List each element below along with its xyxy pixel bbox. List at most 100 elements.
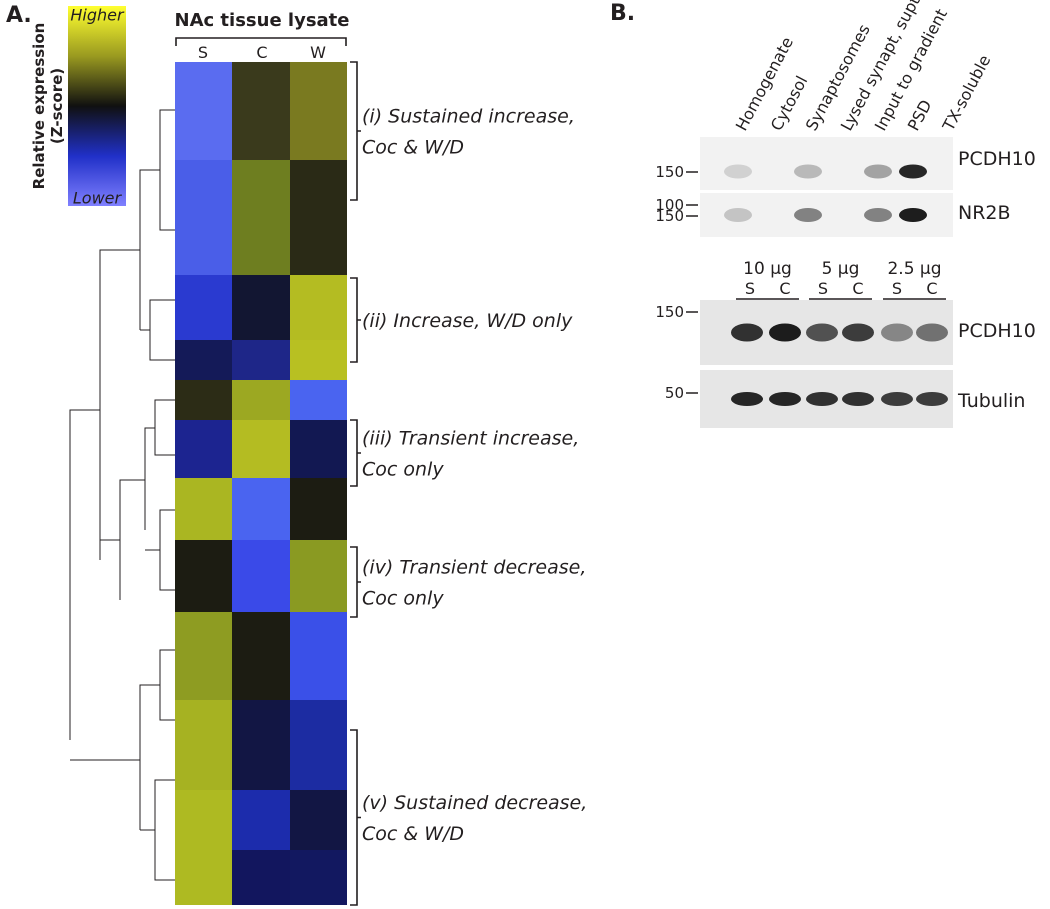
band — [899, 164, 927, 179]
heatmap-title: NAc tissue lysate — [175, 10, 350, 31]
band — [794, 208, 822, 222]
heatmap-cell — [232, 850, 290, 905]
band — [724, 164, 752, 179]
mw-marker: 150 — [655, 163, 684, 181]
colorbar-title: (Z-score) — [48, 68, 66, 144]
column-label: C — [256, 43, 267, 62]
column-label: S — [198, 43, 208, 62]
heatmap-cell — [290, 700, 347, 790]
cluster-label: Coc & W/D — [362, 137, 464, 159]
panel-label: B. — [610, 1, 635, 26]
heatmap-cell — [232, 275, 290, 340]
heatmap-cell — [175, 540, 232, 612]
colorbar-low: Lower — [73, 189, 123, 208]
cluster-label: (iii) Transient increase, — [362, 428, 579, 450]
heatmap-cell — [175, 160, 232, 275]
colorbar — [68, 6, 126, 206]
heatmap-cell — [175, 420, 232, 478]
heatmap-cell — [175, 275, 232, 340]
heatmap-cell — [175, 790, 232, 850]
amount-labels: 10 µgS C5 µgS C2.5 µgS C — [736, 259, 946, 300]
heatmap-cell — [175, 340, 232, 380]
cluster-bracket — [350, 546, 361, 618]
mw-marker: 150 — [655, 207, 684, 225]
band — [916, 323, 948, 342]
heatmap-cell — [232, 478, 290, 540]
band — [899, 208, 927, 222]
band — [842, 392, 874, 406]
cluster-bracket — [350, 277, 361, 363]
bracket — [175, 37, 347, 46]
colorbar-title: Relative expression — [30, 23, 48, 190]
heatmap-cell — [290, 540, 347, 612]
heatmap-cell — [290, 380, 347, 420]
colorbar-high: Higher — [70, 6, 125, 25]
cluster-bracket — [350, 419, 361, 487]
heatmap-cell — [290, 275, 347, 340]
band — [806, 323, 838, 342]
protein-label: PCDH10 — [958, 320, 1036, 342]
band — [881, 392, 913, 406]
band — [864, 208, 892, 222]
heatmap-cell — [290, 340, 347, 380]
amount-label: 5 µg — [822, 259, 860, 279]
heatmap-cell — [175, 850, 232, 905]
sample-label: S — [818, 279, 828, 298]
band — [842, 323, 874, 342]
amount-label: 2.5 µg — [887, 259, 941, 279]
cluster-label: Coc & W/D — [362, 823, 464, 845]
protein-label: NR2B — [958, 202, 1011, 224]
band — [724, 208, 752, 222]
cluster-label: (iv) Transient decrease, — [362, 557, 586, 579]
lane-label: TX-soluble — [938, 52, 994, 135]
sample-label: S — [892, 279, 902, 298]
panel-label: A. — [6, 3, 32, 28]
cluster-label: (i) Sustained increase, — [362, 106, 575, 128]
amount-label: 10 µg — [743, 259, 792, 279]
band — [806, 392, 838, 406]
heatmap-cell — [290, 62, 347, 160]
heatmap-cell — [232, 700, 290, 790]
band — [864, 164, 892, 179]
heatmap-cell — [175, 612, 232, 700]
cluster-bracket — [350, 729, 361, 906]
sample-label: C — [926, 279, 937, 298]
heatmap-cell — [232, 62, 290, 160]
heatmap-cell — [232, 380, 290, 420]
heatmap-cell — [175, 380, 232, 420]
heatmap-cell — [175, 700, 232, 790]
heatmap-cell — [290, 420, 347, 478]
band — [881, 323, 913, 342]
cluster-label: Coc only — [362, 588, 444, 610]
band — [916, 392, 948, 406]
sample-label: S — [745, 279, 755, 298]
heatmap-cell — [232, 420, 290, 478]
heatmap-cell — [290, 790, 347, 850]
heatmap-cell — [232, 612, 290, 700]
protein-label: Tubulin — [957, 390, 1025, 412]
dendrogram — [69, 109, 175, 881]
sample-label: C — [779, 279, 790, 298]
heatmap-cell — [232, 540, 290, 612]
cluster-label: Coc only — [362, 459, 444, 481]
cluster-annotations: (i) Sustained increase, Coc & W/D (ii) Inc… — [350, 61, 587, 906]
heatmap-cell — [175, 62, 232, 160]
heatmap-cell — [232, 790, 290, 850]
band — [769, 392, 801, 406]
heatmap-cell — [290, 612, 347, 700]
heatmap-cell — [232, 160, 290, 275]
cluster-bracket — [350, 61, 361, 201]
heatmap-cell — [290, 850, 347, 905]
cluster-label: (v) Sustained decrease, — [362, 792, 587, 814]
mw-marker: 150 — [655, 303, 684, 321]
heatmap-cell — [290, 478, 347, 540]
heatmap — [175, 62, 347, 905]
blot — [700, 137, 953, 190]
band — [794, 164, 822, 179]
heatmap-cell — [232, 340, 290, 380]
mw-marker: 100 — [655, 196, 684, 214]
cluster-label: (ii) Increase, W/D only — [362, 310, 573, 332]
